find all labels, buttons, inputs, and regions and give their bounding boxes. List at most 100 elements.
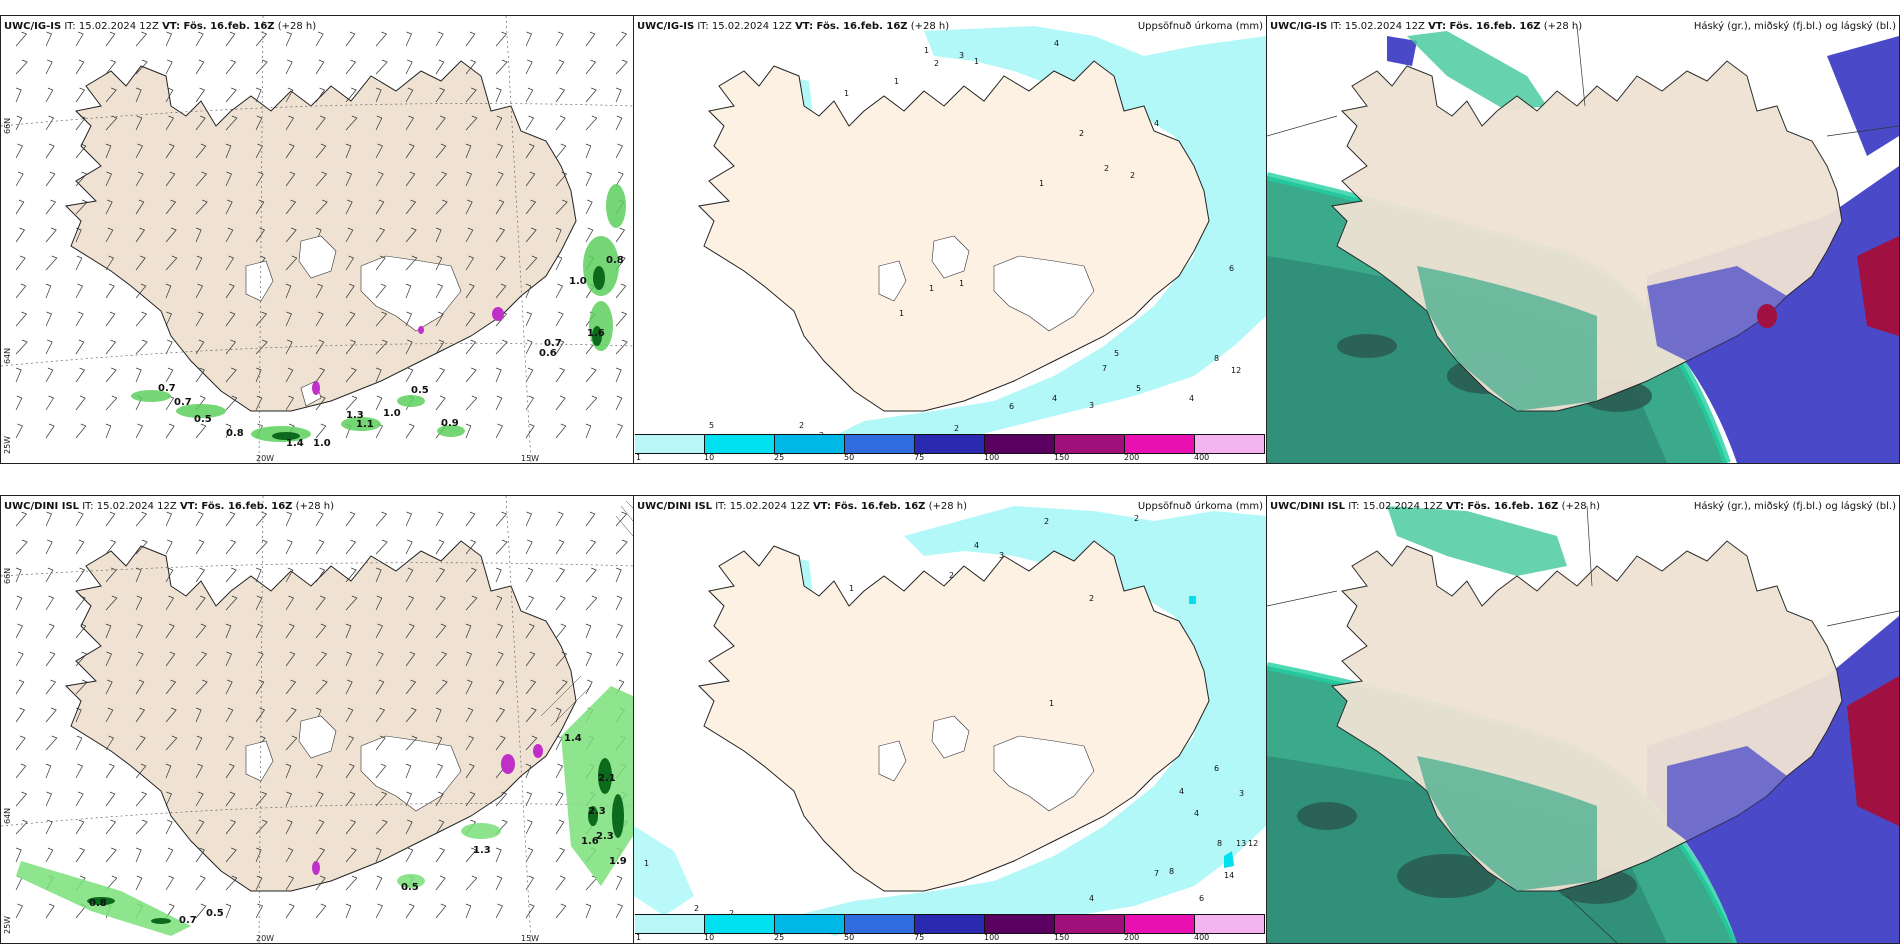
precip-value: 6	[1199, 894, 1204, 903]
colorbar-label: 150	[1054, 933, 1070, 942]
panel-wind-igis: 0.8 1.0 0.7 0.6 1.6 0.5 0.7 0.7 0.5 1.3 …	[0, 15, 634, 464]
colorbar-swatch	[1125, 915, 1195, 933]
panel-header: UWC/IG-IS IT: 15.02.2024 12Z VT: Fös. 16…	[4, 21, 317, 32]
glacier	[245, 260, 274, 302]
colorbar-swatch	[1125, 435, 1195, 453]
wind-value: 0.9	[441, 418, 459, 429]
precip-value: 5	[1136, 384, 1141, 393]
colorbar-swatch	[915, 435, 985, 453]
colorbar-swatch	[915, 915, 985, 933]
colorbar-label: 50	[844, 933, 855, 942]
precip-value: 7	[1154, 869, 1159, 878]
precip-map: 1 2 3 4 1 1 1 1 2 2 2 4 6 5 8 12 7 5 4 3…	[697, 26, 1266, 446]
precip-value: 4	[1179, 787, 1184, 796]
wind-value: 0.7	[174, 397, 192, 408]
precip-value: 14	[1224, 871, 1234, 880]
colorbar-swatch	[635, 915, 705, 933]
precip-value: 4	[1154, 119, 1159, 128]
colorbar-swatch	[1055, 915, 1125, 933]
panel-wind-dini: 1.4 2.1 2.3 1.6 2.3 1.9 1.3 0.5 0.8 0.7 …	[0, 495, 634, 944]
wind-value: 1.3	[473, 845, 491, 856]
colorbar-swatch	[845, 915, 915, 933]
lon-label: 15W	[521, 934, 540, 943]
precip-value: 2	[729, 909, 734, 918]
panel-precip-igis: 1 2 3 4 1 1 1 1 2 2 2 4 6 5 8 12 7 5 4 3…	[633, 15, 1267, 464]
cloud-map	[1267, 505, 1899, 943]
panel-header: UWC/IG-IS IT: 15.02.2024 12Z VT: Fös. 16…	[1270, 21, 1583, 32]
panel-header: UWC/DINI ISL IT: 15.02.2024 12Z VT: Fös.…	[4, 501, 335, 512]
wind-value: 1.0	[383, 408, 401, 419]
wind-value: 0.8	[226, 428, 244, 439]
precip-value: 4	[1054, 39, 1059, 48]
glacier	[298, 235, 337, 279]
wind-value: 1.9	[609, 856, 627, 867]
colorbar-swatch	[985, 435, 1055, 453]
colorbar-label: 100	[984, 453, 1000, 462]
wind-value: 0.5	[411, 385, 429, 396]
wind-value: 1.3	[346, 410, 364, 421]
colorbar-swatch	[985, 915, 1055, 933]
precip-value: 1	[644, 859, 649, 868]
precip-value: 2	[799, 421, 804, 430]
precip-value: 8	[1214, 354, 1219, 363]
panel-cloud-igis: UWC/IG-IS IT: 15.02.2024 12Z VT: Fös. 16…	[1266, 15, 1900, 464]
precip-value: 13	[1236, 839, 1246, 848]
precip-value: 1	[894, 77, 899, 86]
precip-value: 2	[1104, 164, 1109, 173]
precip-value: 1	[849, 584, 854, 593]
precip-value: 2	[1130, 171, 1135, 180]
cloud-map	[1267, 25, 1899, 463]
wind-value: 0.5	[206, 908, 224, 919]
lat-label: 25W	[3, 915, 12, 934]
colorbar-label: 10	[704, 453, 715, 462]
wind-value: 0.7	[158, 383, 176, 394]
precip-value: 4	[1194, 809, 1199, 818]
colorbar-label: 200	[1124, 453, 1140, 462]
precip-colorbar	[635, 914, 1265, 934]
precip-value: 1	[924, 46, 929, 55]
panel-header: UWC/DINI ISL IT: 15.02.2024 12Z VT: Fös.…	[1270, 501, 1601, 512]
colorbar-label: 75	[914, 933, 925, 942]
precip-value: 6	[1214, 764, 1219, 773]
precip-value: 5	[709, 421, 714, 430]
colorbar-label: 1	[636, 453, 642, 462]
lat-label: 66N	[3, 117, 12, 134]
wind-map: 0.8 1.0 0.7 0.6 1.6 0.5 0.7 0.7 0.5 1.3 …	[1, 16, 633, 463]
wind-value: 1.6	[581, 836, 599, 847]
precip-value: 2	[949, 571, 954, 580]
lon-label: 15W	[521, 454, 540, 463]
precip-value: 7	[1102, 364, 1107, 373]
wind-value: 1.6	[587, 328, 605, 339]
precip-value: 2	[1079, 129, 1084, 138]
panel-title-right: Uppsöfnuð úrkoma (mm)	[1137, 501, 1263, 512]
precip-value: 12	[1248, 839, 1258, 848]
precip-value: 4	[1189, 394, 1194, 403]
panel-header: UWC/DINI ISL IT: 15.02.2024 12Z VT: Fös.…	[637, 501, 968, 512]
colorbar-label: 400	[1194, 453, 1210, 462]
colorbar-label: 150	[1054, 453, 1070, 462]
precip-value: 8	[1169, 867, 1174, 876]
colorbar-swatch	[1195, 915, 1265, 933]
precip-value: 3	[1089, 401, 1094, 410]
precip-value: 3	[1239, 789, 1244, 798]
precip-value: 3	[959, 51, 964, 60]
precip-value: 4	[1089, 894, 1094, 903]
precip-value: 6	[1229, 264, 1234, 273]
precip-value: 4	[974, 541, 979, 550]
colorbar-swatch	[635, 435, 705, 453]
colorbar-label: 10	[704, 933, 715, 942]
precip-value: 5	[1114, 349, 1119, 358]
colorbar-swatch	[705, 435, 775, 453]
precip-value: 1	[974, 57, 979, 66]
panel-header: UWC/IG-IS IT: 15.02.2024 12Z VT: Fös. 16…	[637, 21, 950, 32]
wind-value: 0.5	[194, 414, 212, 425]
colorbar-label: 1	[636, 933, 642, 942]
colorbar-swatch	[775, 435, 845, 453]
wind-value: 2.3	[596, 831, 614, 842]
wind-value: 0.8	[89, 898, 107, 909]
colorbar-label: 100	[984, 933, 1000, 942]
colorbar-swatch	[1195, 435, 1265, 453]
wind-value: 1.4	[286, 438, 304, 449]
panel-title-right: Háský (gr.), miðský (fj.bl.) og lágský (…	[1693, 21, 1896, 32]
colorbar-label: 400	[1194, 933, 1210, 942]
